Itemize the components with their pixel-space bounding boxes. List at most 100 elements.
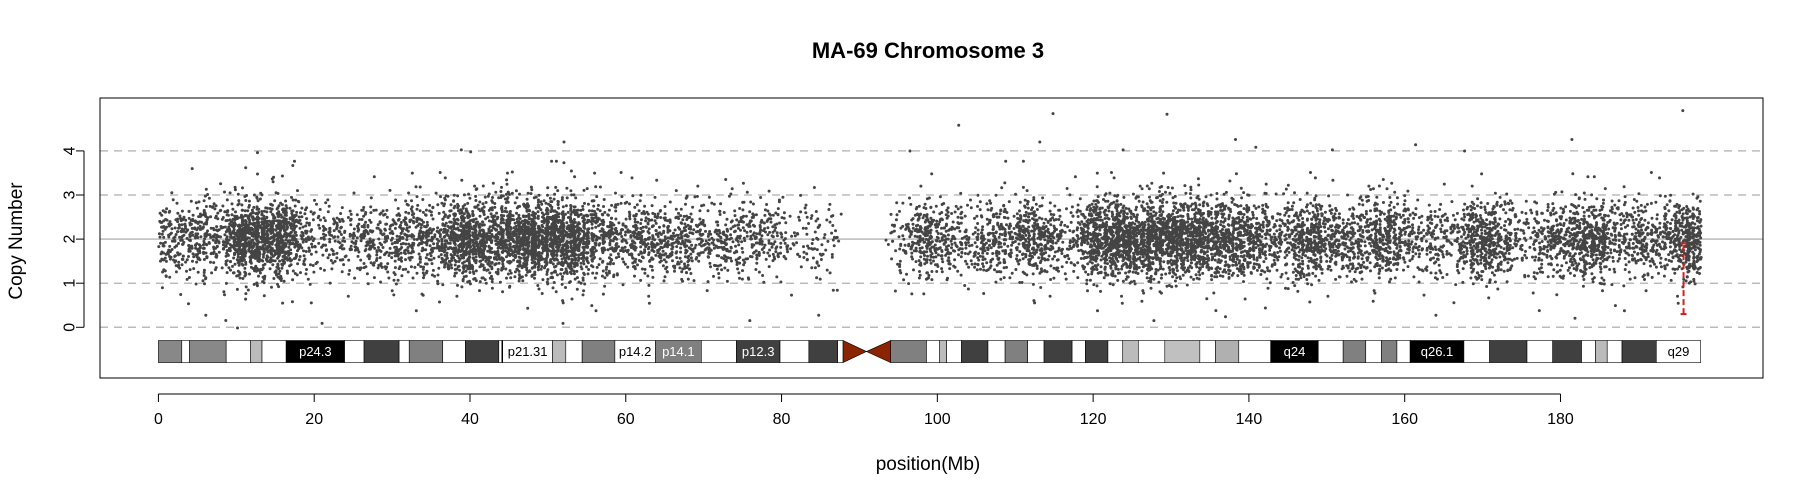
data-point [280,174,284,178]
data-point [501,290,505,294]
data-point [270,285,273,289]
data-point [551,262,555,266]
data-point [297,258,301,262]
data-point [235,287,239,291]
data-point [461,265,465,269]
data-point [448,226,452,230]
data-point [240,253,244,256]
data-point [623,262,627,266]
data-point [453,212,457,216]
data-point [430,262,434,266]
data-point [294,198,298,202]
data-point [188,268,192,272]
data-point [375,250,379,254]
data-point [196,270,200,274]
data-point [388,246,392,250]
data-point [159,259,162,263]
data-point [206,216,210,220]
data-point [560,282,564,286]
data-point [416,203,420,207]
data-point [456,222,460,226]
data-point [639,218,643,222]
data-point [550,159,554,163]
data-point [432,256,436,260]
data-point [326,210,330,214]
data-point [158,211,162,215]
data-point [267,240,271,244]
data-point [231,207,235,211]
data-point [415,220,419,224]
data-point [177,226,181,229]
data-point [647,294,651,298]
data-point [436,230,440,234]
data-point [225,259,229,263]
data-point [197,249,201,253]
data-point [555,273,559,277]
data-point [552,281,556,284]
data-point [581,204,585,208]
data-point [662,229,666,233]
data-point [471,265,475,269]
data-point [378,256,382,260]
data-point [644,225,648,229]
data-point [382,232,386,236]
data-point [586,251,590,255]
data-point [529,185,533,189]
data-point [410,255,414,259]
data-point [644,219,648,223]
data-point [375,253,379,257]
data-point [633,241,637,245]
data-point [203,211,207,215]
data-point [294,224,298,228]
data-point [160,213,164,217]
data-point [634,257,638,261]
data-point [302,262,306,266]
data-point [555,239,559,243]
data-point [343,239,347,243]
data-point [278,259,282,263]
data-point [260,193,264,197]
data-point [278,275,282,279]
data-point [577,245,581,249]
data-point [268,267,272,271]
data-point [206,193,210,196]
data-point [296,189,299,193]
data-point [323,219,327,223]
data-point [216,217,220,221]
data-point [508,285,511,289]
data-point [209,260,212,264]
data-point [650,268,654,272]
data-point [369,211,373,215]
data-point [585,246,589,249]
data-point [592,199,596,203]
data-point [598,257,602,261]
data-point [515,232,519,236]
data-point [305,221,309,225]
data-point [595,195,599,199]
data-point [478,214,482,218]
data-point [412,220,415,223]
data-point [569,263,573,267]
data-point [378,220,382,224]
data-point [161,244,165,248]
data-point [454,259,458,263]
data-point [214,266,218,270]
data-point [572,272,576,276]
data-point [650,265,654,269]
data-point [415,195,419,199]
data-point [318,208,322,211]
data-point [274,269,278,273]
data-point [478,280,482,284]
data-point [297,247,301,251]
data-point [633,205,637,209]
data-point [400,246,404,249]
data-point [638,199,642,203]
data-point [579,281,583,285]
data-point [236,255,240,259]
data-point [513,275,517,279]
data-point [376,246,380,249]
data-point [178,252,182,256]
data-point [509,276,513,280]
data-point [462,232,466,235]
data-point [647,227,651,231]
